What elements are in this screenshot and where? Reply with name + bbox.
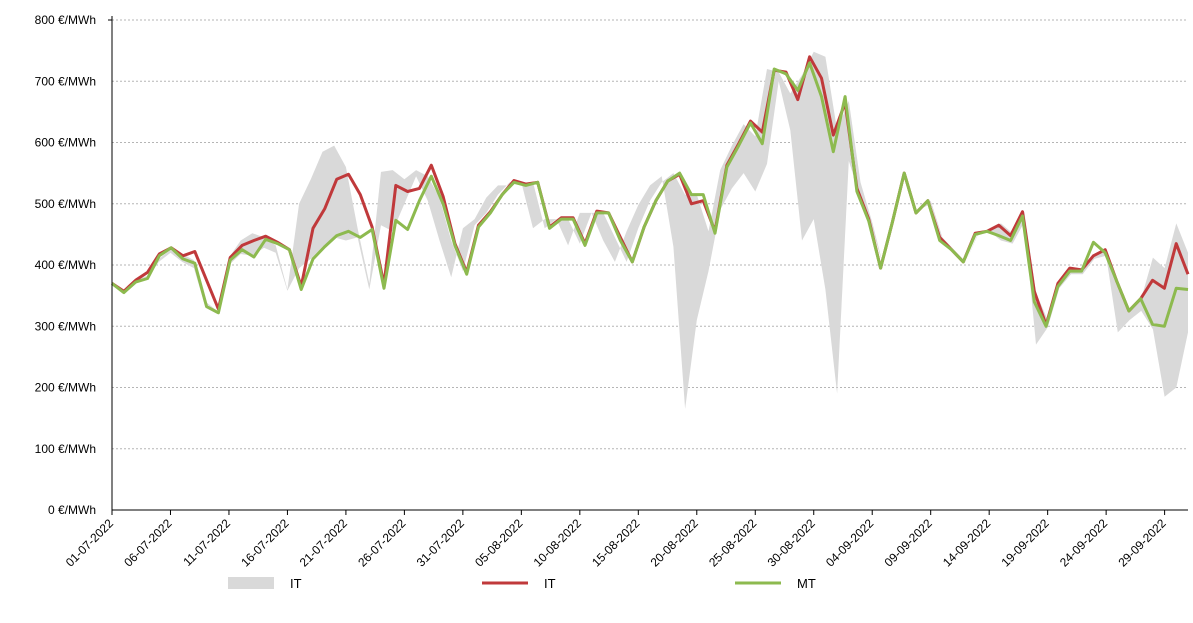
x-tick-label: 30-08-2022 (765, 516, 819, 570)
axes (108, 16, 1188, 515)
x-tick-label: 09-09-2022 (882, 516, 936, 570)
x-tick-label: 04-09-2022 (823, 516, 877, 570)
x-tick-label: 11-07-2022 (180, 516, 233, 569)
legend-label: MT (797, 576, 816, 591)
x-tick-label: 15-08-2022 (589, 516, 643, 570)
y-tick-label: 500 €/MWh (35, 197, 96, 211)
legend-label: IT (544, 576, 556, 591)
x-tick-label: 10-08-2022 (531, 516, 585, 570)
y-tick-label: 800 €/MWh (35, 13, 96, 27)
y-tick-label: 100 €/MWh (35, 442, 96, 456)
line-series-layer (111, 55, 1190, 328)
y-tick-label: 300 €/MWh (35, 319, 96, 333)
x-tick-label: 14-09-2022 (940, 516, 994, 570)
x-tick-label: 29-09-2022 (1115, 516, 1169, 570)
y-tick-label: 0 €/MWh (48, 503, 96, 517)
x-tick-label: 20-08-2022 (648, 516, 702, 570)
y-tick-label: 400 €/MWh (35, 258, 96, 272)
x-tick-label: 05-08-2022 (472, 516, 526, 570)
grid-lines (112, 19, 1188, 450)
x-tick-label: 01-07-2022 (63, 516, 117, 570)
x-tick-label: 24-09-2022 (1057, 516, 1111, 570)
y-tick-label: 700 €/MWh (35, 74, 96, 88)
line-mt-2 (111, 61, 1189, 328)
x-tick-labels: 01-07-2022 06-07-2022 11-07-2022 16-07-2022… (63, 516, 1169, 570)
y-tick-labels: 0 €/MWh 100 €/MWh 200 €/MWh 300 €/MWh 400 €/… (35, 13, 96, 517)
band-it (112, 51, 1188, 409)
x-tick-label: 26-07-2022 (355, 516, 409, 570)
x-tick-label: 19-09-2022 (998, 516, 1052, 570)
legend-swatch-band (228, 577, 274, 589)
y-tick-label: 600 €/MWh (35, 136, 96, 150)
x-tick-label: 21-07-2022 (297, 516, 351, 570)
x-tick-label: 16-07-2022 (238, 516, 292, 570)
band-series-layer (112, 51, 1188, 409)
y-tick-label: 200 €/MWh (35, 381, 96, 395)
x-tick-label: 06-07-2022 (121, 516, 175, 570)
legend-label: IT (290, 576, 302, 591)
legend: IT IT MT (228, 576, 816, 591)
x-tick-label: 31-07-2022 (414, 516, 468, 570)
x-tick-label: 25-08-2022 (706, 516, 760, 570)
